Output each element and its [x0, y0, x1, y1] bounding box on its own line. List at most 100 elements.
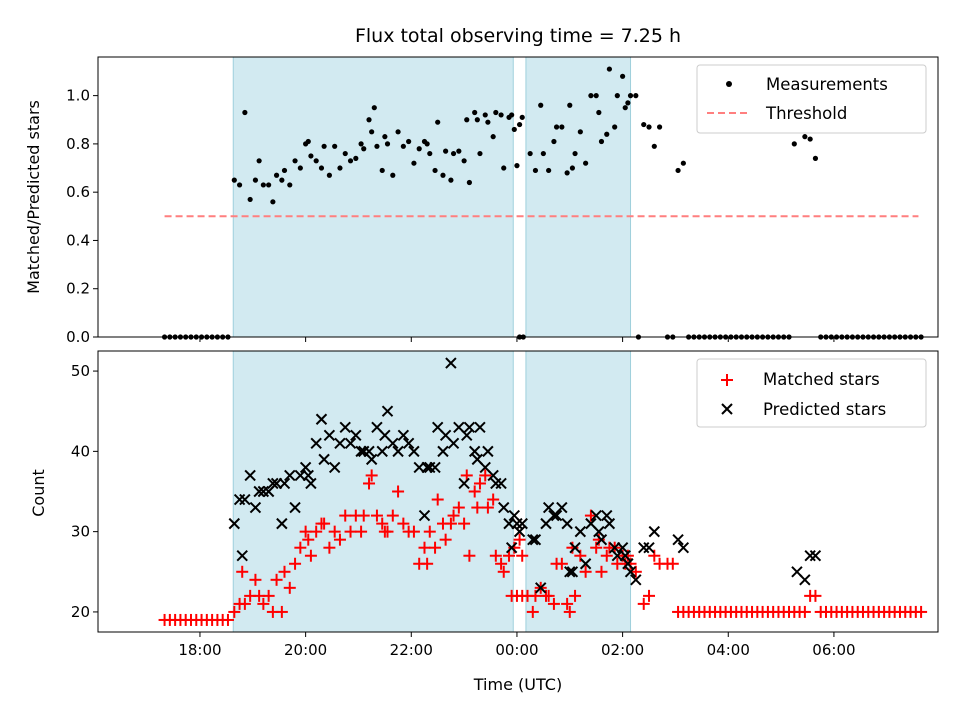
measurement-point: [604, 131, 610, 137]
matched-stars-point: [798, 605, 811, 618]
measurement-point: [656, 124, 663, 130]
x-tick-label: 06:00: [812, 641, 855, 659]
predicted-stars-point: [677, 541, 690, 554]
measurement-point: [281, 167, 288, 174]
predicted-stars-point: [498, 501, 510, 514]
measurement-point: [514, 163, 520, 169]
measurement-point: [313, 158, 319, 164]
predicted-stars-point: [463, 421, 476, 433]
matched-stars-point: [339, 509, 352, 522]
matched-stars-point: [262, 589, 275, 602]
matched-stars-point: [513, 533, 526, 546]
matched-stars-point: [386, 509, 399, 522]
measurement-point: [260, 182, 266, 188]
measurement-point: [477, 150, 483, 157]
matched-stars-point: [257, 597, 270, 610]
measurement-point: [516, 121, 523, 128]
matched-stars-point: [468, 485, 481, 498]
legend-measurements-marker: [726, 81, 732, 87]
legend-matched-label: Matched stars: [763, 370, 880, 389]
matched-stars-point: [421, 557, 434, 570]
predicted-stars-point: [302, 469, 314, 482]
predicted-stars-point: [323, 429, 336, 442]
matched-stars-point: [569, 589, 582, 602]
matched-stars-point: [370, 509, 383, 522]
measurement-point: [384, 141, 391, 147]
measurement-point: [305, 138, 311, 145]
predicted-stars-point: [239, 493, 251, 506]
matched-stars-point: [495, 557, 508, 570]
measurement-point: [308, 153, 314, 159]
measurement-point: [802, 134, 808, 140]
predicted-stars-point: [363, 445, 375, 458]
top-panel: 0.0 0.2 0.4 0.6 0.8 1.0 Matched/Predicted sta…: [24, 56, 939, 346]
top-panel-y-axis-label: Matched/Predicted stars: [24, 100, 43, 294]
x-tick-label: 04:00: [707, 641, 750, 659]
matched-stars-point: [318, 517, 331, 530]
matched-stars-point: [516, 549, 529, 562]
bottom-panel-y-ticks: 20 30 40 50: [71, 362, 98, 621]
matched-stars-point: [355, 525, 368, 538]
measurement-point: [501, 165, 507, 171]
measurement-point: [583, 160, 589, 166]
predicted-stars-point: [593, 525, 605, 538]
predicted-stars-point: [392, 445, 404, 458]
predicted-stars-point: [318, 453, 330, 466]
predicted-stars-point: [387, 437, 399, 450]
matched-stars-point: [447, 509, 460, 522]
measurement-point: [371, 105, 377, 111]
measurement-point: [270, 199, 276, 205]
legend-matched-marker: [721, 374, 733, 386]
matched-stars-point: [310, 525, 323, 538]
measurement-point: [332, 143, 338, 149]
measurement-point: [588, 93, 594, 99]
measurement-point: [620, 73, 626, 79]
predicted-stars-point: [603, 517, 616, 530]
matched-stars-point: [473, 477, 486, 490]
measurement-point: [287, 182, 293, 188]
measurement-point: [675, 167, 681, 174]
measurement-point: [406, 138, 412, 145]
predicted-stars-point: [569, 541, 581, 554]
predicted-stars-point: [365, 453, 378, 466]
measurement-point: [680, 160, 686, 166]
matched-stars-point: [915, 605, 928, 618]
measurement-point: [318, 165, 325, 171]
predicted-stars-point: [513, 525, 526, 538]
matched-stars-point: [275, 605, 288, 618]
predicted-stars-point: [511, 517, 523, 530]
matched-stars-point: [458, 517, 471, 530]
matched-stars-point: [397, 517, 410, 530]
predicted-stars-point: [630, 574, 642, 586]
bottom-panel-shaded-intervals: [232, 350, 632, 633]
matched-stars-point: [299, 525, 312, 538]
shaded-interval-1: [232, 56, 514, 338]
measurement-point: [651, 143, 657, 149]
predicted-stars-point: [334, 437, 346, 450]
measurement-point: [247, 196, 253, 203]
measurement-point: [379, 167, 385, 174]
measurement-point: [791, 141, 797, 147]
predicted-stars-point: [437, 445, 449, 458]
measurement-point: [326, 172, 332, 178]
measurement-point: [551, 138, 557, 145]
predicted-stars-point: [344, 437, 357, 450]
predicted-stars-point: [561, 517, 573, 530]
measurement-point: [440, 172, 446, 178]
measurement-point: [337, 165, 343, 171]
matched-stars-point: [289, 557, 302, 570]
measurement-point: [614, 93, 620, 99]
matched-stars-point: [418, 541, 431, 554]
predicted-stars-point: [458, 477, 470, 490]
matched-stars-point: [363, 477, 376, 490]
measurement-point: [252, 177, 259, 183]
matched-stars-point: [357, 509, 370, 522]
predicted-stars-point: [809, 550, 822, 562]
predicted-stars-point: [495, 477, 507, 490]
predicted-stars-point: [328, 461, 341, 474]
predicted-stars-point: [397, 429, 410, 442]
measurement-point: [546, 167, 552, 174]
measurement-point: [625, 100, 631, 106]
matched-stars-point: [439, 533, 452, 546]
matched-stars-point: [429, 541, 442, 554]
